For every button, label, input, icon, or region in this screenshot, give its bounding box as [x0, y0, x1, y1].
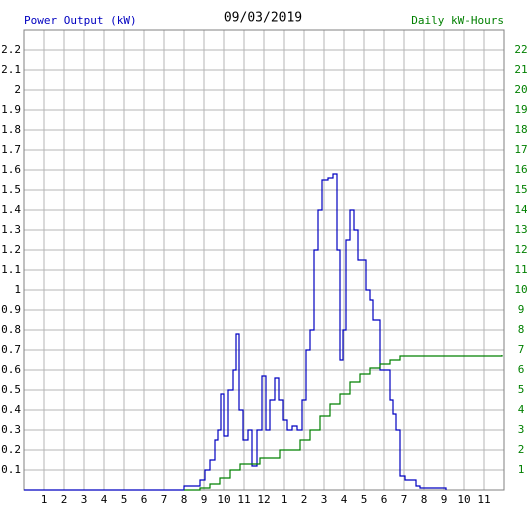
y2-tick-label: 7 — [518, 343, 525, 356]
x-tick-label: 4 — [341, 493, 348, 506]
y2-tick-label: 11 — [514, 263, 527, 276]
y2-tick-label: 9 — [518, 303, 525, 316]
x-tick-label: 6 — [381, 493, 388, 506]
y2-tick-label: 8 — [518, 323, 525, 336]
y-tick-label: 1.9 — [1, 103, 21, 116]
y2-tick-label: 21 — [514, 63, 527, 76]
x-tick-label: 6 — [141, 493, 148, 506]
chart-title: 09/03/2019 — [224, 11, 302, 26]
y-tick-label: 2.2 — [1, 43, 21, 56]
y-axis-label: Power Output (kW) — [24, 14, 137, 27]
y2-axis-label: Daily kW-Hours — [411, 14, 504, 27]
y-tick-label: 2 — [14, 83, 21, 96]
x-tick-label: 7 — [161, 493, 168, 506]
x-tick-label: 5 — [121, 493, 128, 506]
x-tick-label: 4 — [101, 493, 108, 506]
x-tick-label: 11 — [237, 493, 250, 506]
y2-tick-label: 18 — [514, 123, 527, 136]
y-tick-label: 0.2 — [1, 443, 21, 456]
y-tick-label: 1.4 — [1, 203, 21, 216]
x-tick-label: 9 — [201, 493, 208, 506]
y-tick-label: 1.1 — [1, 263, 21, 276]
y2-tick-label: 3 — [518, 423, 525, 436]
x-tick-label: 7 — [401, 493, 408, 506]
plot-frame — [23, 29, 505, 491]
y-tick-label: 0.4 — [1, 403, 21, 416]
y-tick-label: 1.5 — [1, 183, 21, 196]
y2-tick-label: 17 — [514, 143, 527, 156]
y2-tick-label: 6 — [518, 363, 525, 376]
x-tick-label: 12 — [257, 493, 270, 506]
y-tick-label: 0.8 — [1, 323, 21, 336]
y2-tick-label: 15 — [514, 183, 527, 196]
x-tick-label: 2 — [301, 493, 308, 506]
x-tick-label: 11 — [477, 493, 490, 506]
y-tick-label: 1.2 — [1, 243, 21, 256]
x-tick-label: 10 — [457, 493, 470, 506]
x-tick-label: 9 — [441, 493, 448, 506]
y-tick-label: 0.3 — [1, 423, 21, 436]
y2-tick-label: 4 — [518, 403, 525, 416]
series-line — [184, 355, 503, 491]
y2-tick-label: 19 — [514, 103, 527, 116]
x-tick-label: 3 — [321, 493, 328, 506]
y2-tick-label: 5 — [518, 383, 525, 396]
y2-tick-label: 2 — [518, 443, 525, 456]
x-tick-label: 3 — [81, 493, 88, 506]
y-tick-label: 0.5 — [1, 383, 21, 396]
y-tick-label: 0.9 — [1, 303, 21, 316]
x-tick-label: 8 — [421, 493, 428, 506]
y2-tick-label: 22 — [514, 43, 527, 56]
x-tick-label: 1 — [281, 493, 288, 506]
series-line — [24, 173, 447, 491]
y-tick-label: 0.1 — [1, 463, 21, 476]
y2-tick-label: 14 — [514, 203, 527, 216]
x-tick-label: 5 — [361, 493, 368, 506]
y2-tick-label: 20 — [514, 83, 527, 96]
y2-tick-label: 12 — [514, 243, 527, 256]
y-tick-label: 0.6 — [1, 363, 21, 376]
y-tick-label: 2.1 — [1, 63, 21, 76]
y-tick-label: 1.3 — [1, 223, 21, 236]
x-tick-label: 1 — [41, 493, 48, 506]
x-tick-label: 10 — [217, 493, 230, 506]
y-tick-label: 1.8 — [1, 123, 21, 136]
x-tick-label: 2 — [61, 493, 68, 506]
y2-tick-label: 10 — [514, 283, 527, 296]
x-tick-label: 8 — [181, 493, 188, 506]
y2-tick-label: 13 — [514, 223, 527, 236]
y2-tick-label: 16 — [514, 163, 527, 176]
y2-tick-label: 1 — [518, 463, 525, 476]
y-tick-label: 1 — [14, 283, 21, 296]
y-tick-label: 1.6 — [1, 163, 21, 176]
y-tick-label: 1.7 — [1, 143, 21, 156]
y-tick-label: 0.7 — [1, 343, 21, 356]
